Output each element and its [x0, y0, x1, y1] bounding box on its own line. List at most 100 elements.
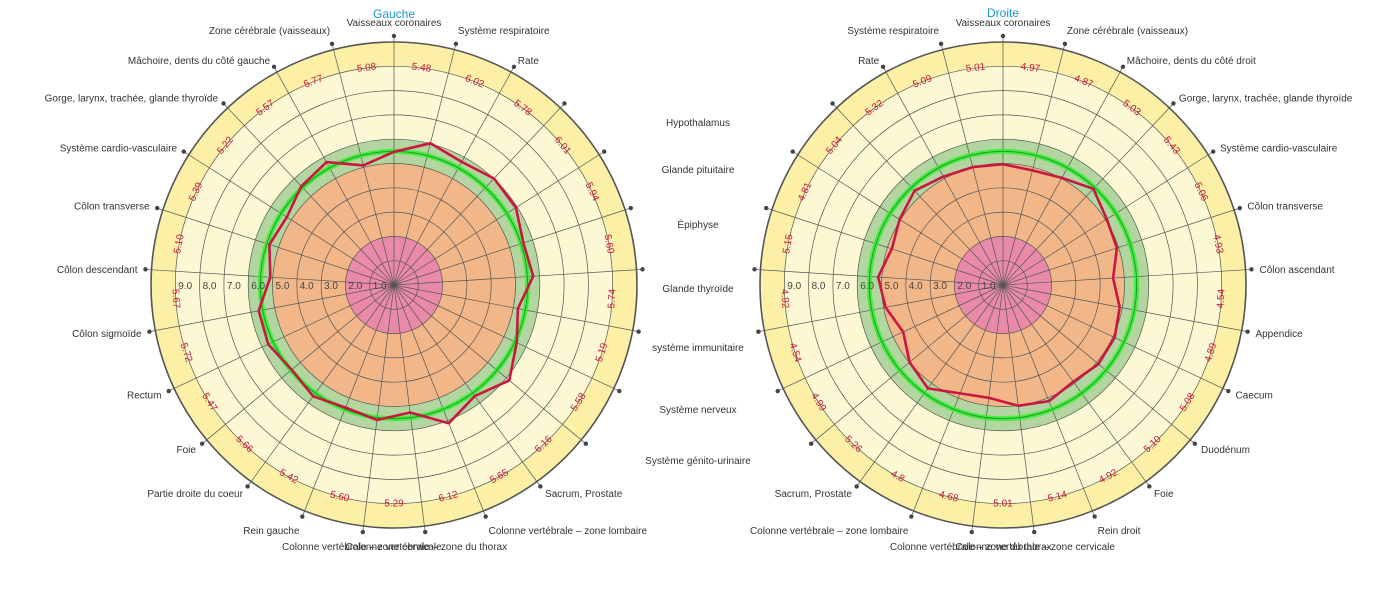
value-label: 4.92: [778, 289, 790, 310]
category-label-rate: Rate: [518, 56, 540, 67]
axis-spoke: [202, 284, 395, 444]
category-dot: [1092, 514, 1097, 519]
category-label-colon-descendant: Côlon descendant: [57, 265, 138, 276]
category-dot: [562, 101, 567, 106]
category-dot: [752, 267, 757, 272]
axis-spoke: [158, 208, 395, 286]
middle-label-glande-pituitaire: Glande pituitaire: [662, 165, 735, 176]
axis-spoke: [169, 284, 395, 391]
radar-chart-right: 1.02.03.04.05.06.07.08.09.04.974.875.035…: [750, 18, 1353, 553]
axis-spoke: [1002, 284, 1150, 486]
middle-label-glande-thyroide: Glande thyroïde: [662, 284, 734, 295]
ring-label: 2.0: [957, 281, 971, 292]
axis-spoke: [1002, 284, 1035, 532]
axis-spoke: [1002, 208, 1239, 286]
category-label-machoire-dents-du-cote-droit: Mâchoire, dents du côté droit: [1127, 56, 1256, 67]
category-dot: [583, 441, 589, 446]
axis-spoke: [150, 284, 395, 332]
value-label: 5.60: [329, 489, 351, 505]
category-dot: [1226, 388, 1231, 394]
ring-label: 3.0: [324, 281, 338, 292]
category-dot: [1245, 329, 1250, 334]
axis-spoke: [393, 208, 630, 286]
ring-label: 1.0: [982, 281, 996, 292]
middle-label-systeme-genito-urinaire: Système génito-urinaire: [645, 456, 751, 467]
value-label: 4.93: [1210, 233, 1225, 255]
category-dot: [221, 101, 226, 106]
category-label-duodenum: Duodénum: [1201, 445, 1250, 456]
value-label: 5.60: [601, 233, 616, 255]
category-dot: [602, 149, 607, 154]
axis-spoke: [393, 284, 586, 444]
category-dot: [1192, 441, 1198, 446]
axis-spoke: [856, 284, 1004, 486]
axis-spoke: [393, 269, 642, 286]
ring-label: 7.0: [836, 281, 850, 292]
chart-title-left: Gauche: [373, 7, 415, 21]
category-dot: [245, 484, 250, 489]
category-dot: [154, 205, 160, 211]
category-dot: [300, 514, 305, 519]
axis-spoke: [393, 284, 638, 332]
category-label-machoire-dents-du-cote-gauche: Mâchoire, dents du côté gauche: [128, 56, 271, 67]
value-label: 5.14: [1047, 489, 1069, 505]
category-label-sacrum-prostate: Sacrum, Prostate: [545, 489, 623, 500]
category-dot: [199, 441, 205, 446]
category-label-colon-ascendant: Côlon ascendant: [1259, 265, 1334, 276]
axis-spoke: [393, 284, 486, 516]
category-label-systeme-respiratoire: Système respiratoire: [458, 26, 550, 37]
axis-spoke: [832, 103, 1004, 286]
category-dot: [775, 388, 780, 394]
axis-spoke: [184, 151, 395, 286]
axis-spoke: [393, 151, 604, 286]
category-dot: [538, 484, 543, 489]
middle-label-epiphyse: Épiphyse: [677, 218, 719, 231]
category-label-colonne-vertebrale-zone-lombaire: Colonne vertébrale – zone lombaire: [489, 526, 648, 537]
category-dot: [453, 41, 459, 47]
axis-spoke: [793, 151, 1004, 286]
category-dot: [830, 101, 835, 106]
axis-spoke: [393, 103, 565, 286]
category-label-partie-droite-du-coeur: Partie droite du coeur: [147, 489, 243, 500]
axis-spoke: [393, 284, 541, 486]
value-label: 5.29: [384, 498, 404, 509]
category-dot: [617, 388, 622, 394]
category-label-colon-transverse: Côlon transverse: [1247, 202, 1323, 213]
category-dot: [636, 329, 641, 334]
ring-label: 5.0: [885, 281, 899, 292]
value-label: 5.01: [993, 498, 1013, 509]
radar-chart-left: 1.02.03.04.05.06.07.08.09.05.486.025.786…: [45, 18, 648, 553]
value-label: 5.67: [169, 289, 181, 310]
category-dot: [1062, 41, 1068, 47]
category-dot: [628, 205, 634, 211]
category-dot: [1147, 484, 1152, 489]
value-label: 5.01: [965, 61, 986, 74]
middle-category-labels: Hypothalamus Glande pituitaire Épiphyse Gla…: [645, 118, 751, 467]
axis-spoke: [393, 284, 426, 532]
category-label-rate: Rate: [858, 56, 880, 67]
category-label-zone-cerebrale-vaisseaux: Zone cérébrale (vaisseaux): [1067, 26, 1188, 37]
value-label: 4.97: [1020, 61, 1041, 74]
category-dot: [1000, 33, 1006, 39]
category-label-colonne-vertebrale-zone-du-thorax: Colonne vertébrale – zone du thorax: [345, 542, 507, 553]
category-dot: [938, 41, 944, 47]
ring-label: 4.0: [909, 281, 923, 292]
ring-label: 1.0: [373, 281, 387, 292]
category-dot: [880, 64, 886, 69]
value-label: 4.68: [938, 489, 960, 505]
ring-label: 9.0: [787, 281, 801, 292]
ring-label: 4.0: [300, 281, 314, 292]
value-label: 5.10: [172, 233, 187, 255]
value-label: 5.74: [606, 288, 618, 309]
category-dot: [1211, 149, 1216, 154]
category-dot: [1249, 267, 1254, 272]
category-label-appendice: Appendice: [1255, 329, 1303, 340]
value-label: 5.08: [356, 61, 377, 74]
category-dot: [1032, 529, 1037, 535]
category-label-sacrum-prostate: Sacrum, Prostate: [775, 489, 853, 500]
category-label-rein-droit: Rein droit: [1098, 526, 1141, 537]
ring-label: 6.0: [251, 281, 265, 292]
axis-spoke: [1002, 269, 1251, 286]
category-label-colonne-vertebrale-zone-du-thorax: Colonne vertébrale – zone du thorax: [890, 542, 1052, 553]
